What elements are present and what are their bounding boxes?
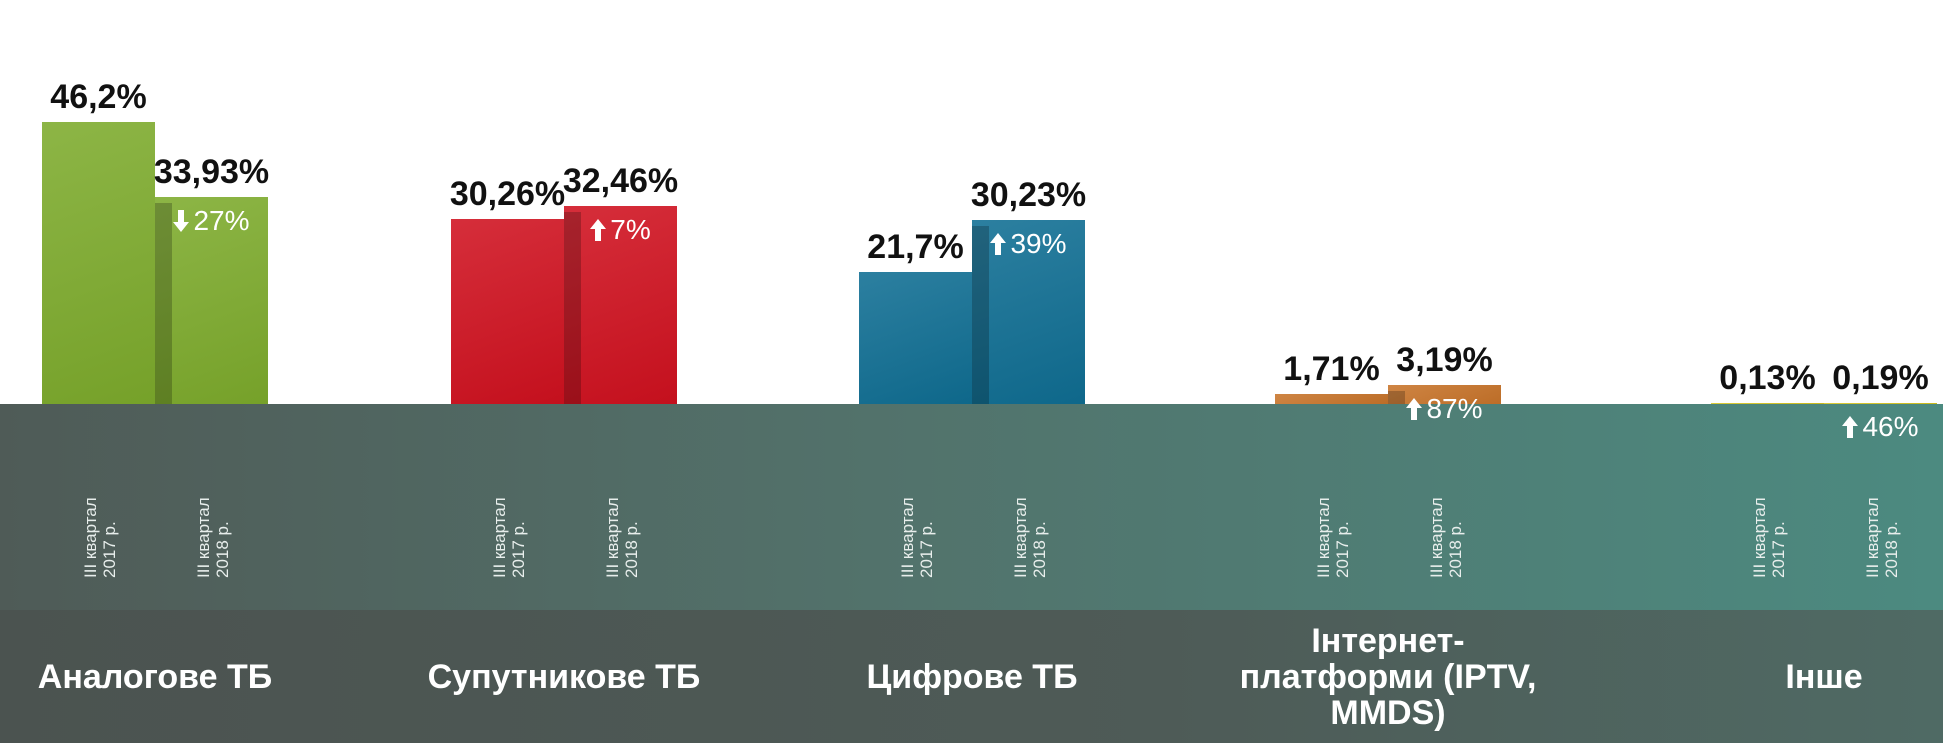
change-label: 87%	[1375, 393, 1515, 425]
bar	[1388, 384, 1501, 405]
value-label: 3,19%	[1396, 340, 1493, 379]
value-label: 0,13%	[1719, 359, 1816, 398]
series-label: III квартал 2017 р.	[1313, 497, 1352, 578]
arrow-icon	[590, 218, 607, 241]
value-label: 30,23%	[970, 175, 1087, 214]
category-label: Супутникове ТБ	[427, 657, 701, 696]
bar	[1275, 393, 1388, 405]
bar	[564, 205, 677, 404]
change-value: 7%	[610, 213, 651, 245]
bar	[451, 219, 564, 404]
series-label: III квартал 2017 р.	[80, 497, 119, 578]
change-value: 87%	[1426, 392, 1483, 424]
bar	[42, 122, 155, 404]
bar	[155, 197, 268, 404]
change-value: 27%	[193, 205, 250, 237]
series-label: III квартал 2017 р.	[489, 497, 528, 578]
value-label: 21,7%	[867, 227, 964, 266]
arrow-icon	[173, 210, 190, 233]
series-label: III квартал 2018 р.	[1862, 497, 1901, 578]
change-label: 46%	[1811, 411, 1943, 443]
bar-edge	[155, 203, 172, 404]
category-band	[0, 610, 1943, 743]
category-label: Інше	[1785, 657, 1863, 696]
change-value: 46%	[1862, 410, 1919, 442]
series-label: III квартал 2018 р.	[193, 497, 232, 578]
category-label: Цифрове ТБ	[866, 657, 1078, 696]
change-label: 27%	[142, 205, 282, 237]
value-label: 30,26%	[449, 175, 566, 214]
bar	[1824, 402, 1937, 405]
arrow-icon	[1406, 397, 1423, 420]
change-label: 39%	[959, 228, 1099, 260]
category-label: Аналогове ТБ	[37, 657, 273, 696]
series-label: III квартал 2017 р.	[897, 497, 936, 578]
value-label: 1,71%	[1283, 349, 1380, 388]
bar	[859, 271, 972, 405]
value-label: 33,93%	[153, 153, 270, 192]
series-label: III квартал 2018 р.	[602, 497, 641, 578]
bar	[1711, 403, 1824, 404]
arrow-icon	[1842, 415, 1859, 438]
axis-band	[0, 404, 1943, 610]
change-value: 39%	[1010, 227, 1067, 259]
series-label: III квартал 2018 р.	[1426, 497, 1465, 578]
series-label: III квартал 2018 р.	[1010, 497, 1049, 578]
bar-edge	[564, 211, 581, 404]
change-label: 7%	[551, 214, 691, 246]
value-label: 0,19%	[1832, 358, 1929, 397]
value-label: 46,2%	[50, 78, 147, 117]
bar-edge	[972, 225, 989, 404]
bar-edge	[1388, 390, 1405, 404]
arrow-icon	[990, 232, 1007, 255]
value-label: 32,46%	[562, 161, 679, 200]
series-label: III квартал 2017 р.	[1749, 497, 1788, 578]
bar	[972, 219, 1085, 405]
category-label: Інтернет-платформи (IPTV, MMDS)	[1239, 621, 1537, 732]
